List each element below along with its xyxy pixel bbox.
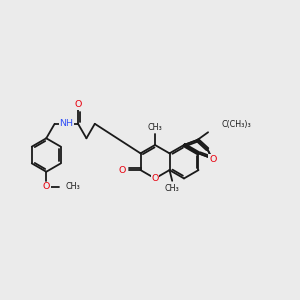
Text: CH₃: CH₃	[148, 123, 162, 132]
Text: NH: NH	[59, 119, 74, 128]
Text: CH₃: CH₃	[165, 184, 180, 193]
Text: O: O	[151, 174, 159, 183]
Text: O: O	[43, 182, 50, 191]
Text: C(CH₃)₃: C(CH₃)₃	[221, 120, 251, 129]
Text: O: O	[209, 154, 217, 164]
Text: O: O	[74, 100, 82, 109]
Text: O: O	[118, 166, 126, 175]
Text: CH₃: CH₃	[66, 182, 80, 191]
